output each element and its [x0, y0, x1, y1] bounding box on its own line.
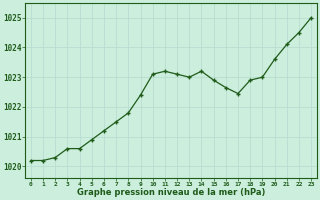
X-axis label: Graphe pression niveau de la mer (hPa): Graphe pression niveau de la mer (hPa)	[77, 188, 265, 197]
